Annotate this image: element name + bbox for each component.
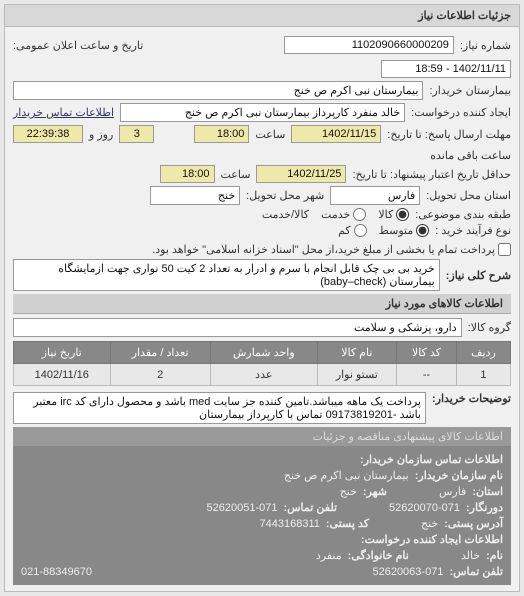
subject-group-label: طبقه بندی موضوعی: [415, 208, 511, 221]
location-city: خنج [150, 186, 240, 205]
city-value: خنج [340, 485, 357, 498]
radio-low[interactable]: کم [338, 224, 367, 237]
req-contact-title: اطلاعات ایجاد کننده درخواست: [361, 533, 503, 546]
th-name: نام کالا [317, 342, 396, 364]
contact-link[interactable]: اطلاعات تماس خریدار [13, 106, 114, 119]
remain-label-hours: ساعت باقی مانده [430, 149, 511, 162]
validity-date: 1402/11/25 [256, 165, 346, 183]
faded-section: اطلاعات کالای پیشنهادی مناقصه و جزئیات [13, 427, 511, 446]
validity-label: حداقل تاریخ اعتبار پیشنهاد: تا تاریخ: [352, 168, 511, 181]
requester-label: ایجاد کننده درخواست: [411, 106, 511, 119]
req-phone-label: تلفن تماس: [449, 565, 503, 578]
th-qty: تعداد / مقدار [110, 342, 210, 364]
time-label-1: ساعت [255, 128, 285, 141]
group-value: دارو، پزشکی و سلامت [13, 318, 462, 337]
table-row[interactable]: 1 -- تستو نوار عدد 2 1402/11/16 [14, 364, 511, 386]
buy-process-label: نوع فرآیند خرید : [435, 224, 511, 237]
phone-label: تلفن تماس: [283, 501, 337, 514]
name-label: نام: [486, 549, 503, 562]
details-panel: جزئیات اطلاعات نیاز شماره نیاز: 11020906… [4, 4, 520, 592]
org-contact-title: اطلاعات تماس سازمان خریدار: [360, 453, 503, 466]
province-value: فارس [439, 485, 466, 498]
priority-label: کالا/خدمت [262, 208, 309, 221]
desc-label: شرح کلی نیاز: [446, 269, 511, 282]
city-label: شهر: [363, 485, 387, 498]
location-city-label: شهر محل تحویل: [246, 189, 324, 202]
radio-kala[interactable]: کالا [378, 208, 409, 221]
province-label: استان: [472, 485, 503, 498]
postal-value: 7443168311 [260, 518, 320, 530]
deadline-time: 18:00 [194, 125, 249, 143]
deadline-date: 1402/11/15 [291, 125, 381, 143]
postal-label: کد پستی: [326, 517, 369, 530]
family-label: نام خانوادگی: [348, 549, 409, 562]
announce-value: 1402/11/11 - 18:59 [381, 60, 511, 78]
need-number-label: شماره نیاز: [460, 39, 511, 52]
requester-value: خالد منفرد کارپرداز بیمارستان نبی اکرم ص… [120, 103, 405, 122]
buyer-notes-label: توضیحات خریدار: [432, 392, 511, 405]
buyer-label: بیمارستان خریدار: [429, 84, 511, 97]
radio-mid[interactable]: متوسط [379, 224, 430, 237]
announce-label: تاریخ و ساعت اعلان عمومی: [13, 39, 143, 52]
items-table: ردیف کد کالا نام کالا واحد شمارش تعداد /… [13, 341, 511, 386]
payment-checkbox[interactable]: پرداخت تمام یا بخشی از مبلغ خرید،از محل … [152, 243, 511, 256]
validity-time: 18:00 [160, 165, 215, 183]
items-section-title: اطلاعات کالاهای مورد نیاز [13, 294, 511, 314]
fax-label: دورنگار: [466, 501, 503, 514]
group-label: گروه کالا: [468, 321, 511, 334]
deadline-label: مهلت ارسال پاسخ: تا تاریخ: [387, 128, 511, 141]
panel-title: جزئیات اطلاعات نیاز [5, 5, 519, 27]
name-value: خالد [461, 549, 480, 562]
th-unit: واحد شمارش [210, 342, 317, 364]
org-contact-section: اطلاعات تماس سازمان خریدار: نام سازمان خ… [13, 446, 511, 585]
location-province: فارس [330, 186, 420, 205]
org-name: بیمارستان نبی اکرم ص خنج [284, 469, 409, 482]
th-date: تاریخ نیاز [14, 342, 111, 364]
location-province-label: استان محل تحویل: [426, 189, 511, 202]
th-row: ردیف [456, 342, 510, 364]
remain-days: 3 [119, 125, 154, 143]
need-number: 1102090660000209 [284, 36, 454, 54]
radio-khedmat[interactable]: خدمت [321, 208, 366, 221]
family-value: منفرد [316, 549, 342, 562]
time-label-2: ساعت [221, 168, 251, 181]
fax-value: 52620070-071 [389, 502, 460, 514]
desc-value: خرید بی بی چک قابل انجام با سرم و ادرار … [13, 259, 440, 291]
remain-label-days: روز و [89, 128, 113, 141]
addr-label: آدرس پستی: [444, 517, 503, 530]
phone-value: 52620051-071 [207, 502, 278, 514]
th-code: کد کالا [396, 342, 456, 364]
remain-time: 22:39:38 [13, 125, 83, 143]
buyer-value: بیمارستان نبی اکرم ص خنج [13, 81, 423, 100]
buyer-notes: پرداخت یک ماهه میباشد.تامین کننده جز سای… [13, 392, 426, 424]
addr-value: خنج [421, 517, 438, 530]
org-name-label: نام سازمان خریدار: [415, 469, 503, 482]
